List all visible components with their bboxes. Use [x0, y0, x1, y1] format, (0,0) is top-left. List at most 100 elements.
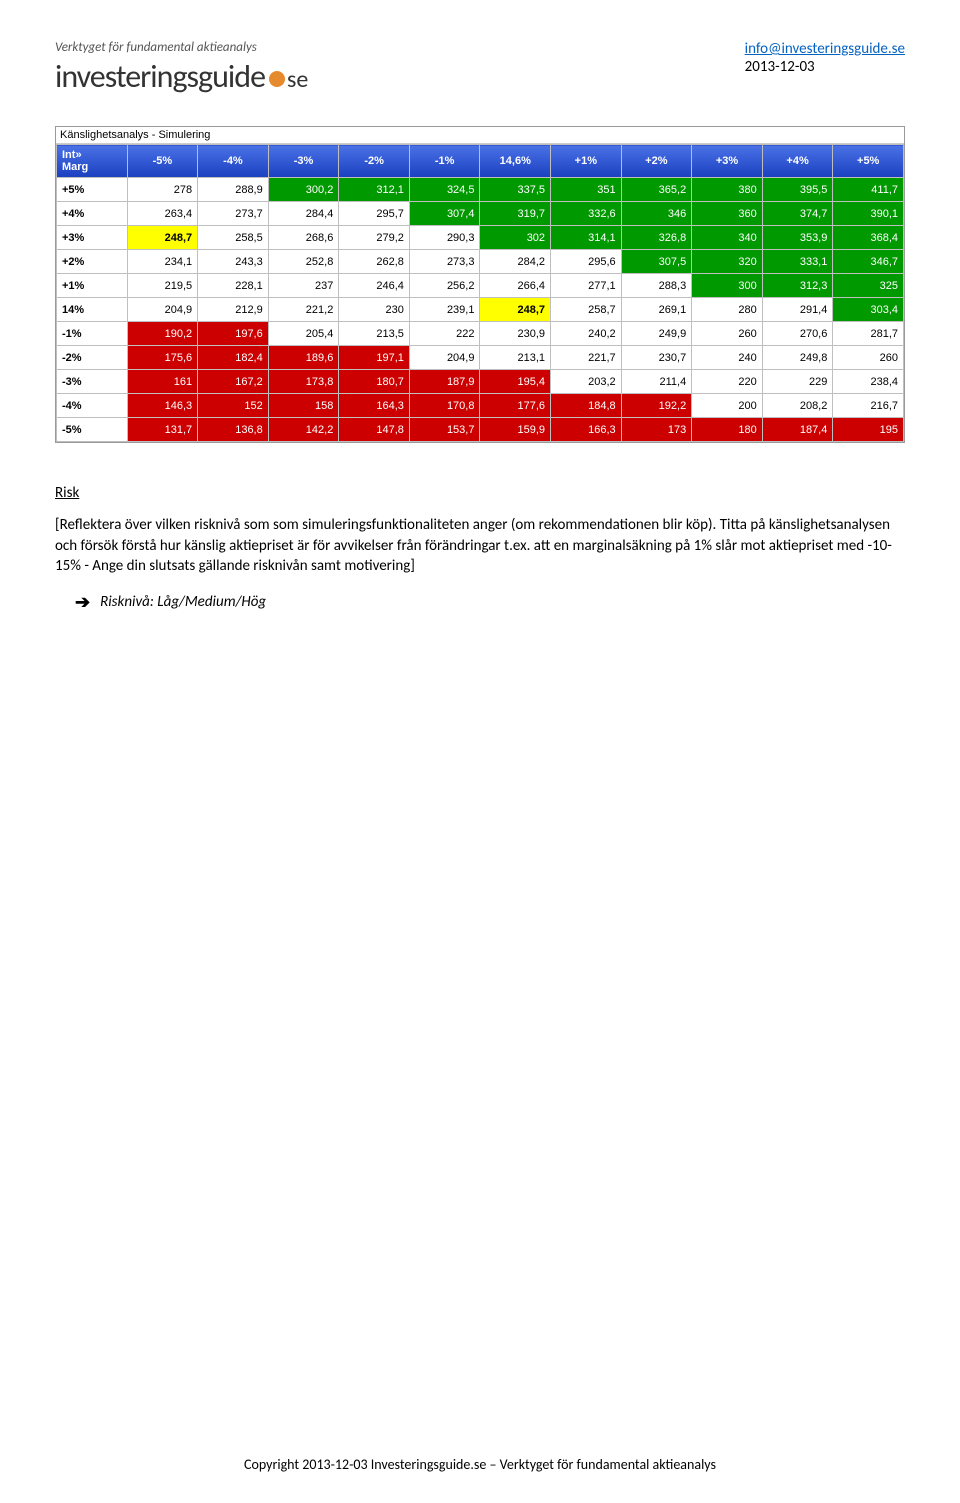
table-row: -3%161167,2173,8180,7187,9195,4203,2211,… — [57, 370, 904, 394]
table-cell: 173 — [621, 418, 692, 442]
table-cell: 300 — [692, 274, 763, 298]
table-cell: 211,4 — [621, 370, 692, 394]
table-cell: 346,7 — [833, 250, 904, 274]
contact-block: info@investeringsguide.se 2013-12-03 — [745, 40, 905, 76]
table-cell: 303,4 — [833, 298, 904, 322]
table-cell: 153,7 — [409, 418, 480, 442]
risk-bullet-text: Risknivå: Låg/Medium/Hög — [100, 592, 266, 612]
table-cell: 180 — [692, 418, 763, 442]
table-cell: 260 — [833, 346, 904, 370]
table-cell: 208,2 — [762, 394, 833, 418]
table-cell: 302 — [480, 226, 551, 250]
table-row-header: +1% — [57, 274, 128, 298]
table-cell: 229 — [762, 370, 833, 394]
table-row: -4%146,3152158164,3170,8177,6184,8192,22… — [57, 394, 904, 418]
table-cell: 248,7 — [127, 226, 198, 250]
table-col-header: +1% — [551, 145, 622, 178]
table-cell: 161 — [127, 370, 198, 394]
table-cell: 221,2 — [268, 298, 339, 322]
table-cell: 353,9 — [762, 226, 833, 250]
table-cell: 263,4 — [127, 202, 198, 226]
table-cell: 368,4 — [833, 226, 904, 250]
table-cell: 380 — [692, 178, 763, 202]
table-cell: 204,9 — [409, 346, 480, 370]
table-row-header: +3% — [57, 226, 128, 250]
table-cell: 332,6 — [551, 202, 622, 226]
table-cell: 324,5 — [409, 178, 480, 202]
table-row-header: -3% — [57, 370, 128, 394]
table-col-header: 14,6% — [480, 145, 551, 178]
contact-email-link[interactable]: info@investeringsguide.se — [745, 40, 905, 58]
table-cell: 279,2 — [339, 226, 410, 250]
table-cell: 249,9 — [621, 322, 692, 346]
table-col-header: +4% — [762, 145, 833, 178]
table-cell: 197,1 — [339, 346, 410, 370]
table-cell: 346 — [621, 202, 692, 226]
table-cell: 240,2 — [551, 322, 622, 346]
table-cell: 243,3 — [198, 250, 269, 274]
page-footer: Copyright 2013-12-03 Investeringsguide.s… — [0, 1456, 960, 1473]
table-cell: 390,1 — [833, 202, 904, 226]
table-cell: 266,4 — [480, 274, 551, 298]
page-header: Verktyget för fundamental aktieanalys in… — [55, 40, 905, 96]
table-cell: 189,6 — [268, 346, 339, 370]
table-cell: 187,4 — [762, 418, 833, 442]
table-row: +5%278288,9300,2312,1324,5337,5351365,23… — [57, 178, 904, 202]
table-cell: 167,2 — [198, 370, 269, 394]
table-cell: 213,5 — [339, 322, 410, 346]
table-cell: 280 — [692, 298, 763, 322]
logo-text: investeringsguide — [55, 57, 265, 96]
table-cell: 360 — [692, 202, 763, 226]
table-cell: 187,9 — [409, 370, 480, 394]
table-cell: 184,8 — [551, 394, 622, 418]
table-cell: 177,6 — [480, 394, 551, 418]
table-cell: 365,2 — [621, 178, 692, 202]
table-cell: 203,2 — [551, 370, 622, 394]
table-cell: 246,4 — [339, 274, 410, 298]
table-cell: 252,8 — [268, 250, 339, 274]
table-cell: 277,1 — [551, 274, 622, 298]
table-cell: 326,8 — [621, 226, 692, 250]
sensitivity-table-wrapper: Känslighetsanalys - Simulering Int» Marg… — [55, 126, 905, 443]
table-cell: 260 — [692, 322, 763, 346]
table-cell: 197,6 — [198, 322, 269, 346]
table-col-header: -1% — [409, 145, 480, 178]
table-cell: 256,2 — [409, 274, 480, 298]
table-row-header: 14% — [57, 298, 128, 322]
table-cell: 175,6 — [127, 346, 198, 370]
table-cell: 204,9 — [127, 298, 198, 322]
table-cell: 291,4 — [762, 298, 833, 322]
table-cell: 213,1 — [480, 346, 551, 370]
table-cell: 278 — [127, 178, 198, 202]
table-cell: 273,7 — [198, 202, 269, 226]
table-col-header: -5% — [127, 145, 198, 178]
table-col-header: +5% — [833, 145, 904, 178]
table-row: -1%190,2197,6205,4213,5222230,9240,2249,… — [57, 322, 904, 346]
table-col-header: +3% — [692, 145, 763, 178]
table-cell: 228,1 — [198, 274, 269, 298]
arrow-icon: ➔ — [75, 590, 90, 614]
logo-tagline: Verktyget för fundamental aktieanalys — [55, 40, 308, 55]
table-cell: 230,7 — [621, 346, 692, 370]
table-cell: 340 — [692, 226, 763, 250]
table-cell: 230 — [339, 298, 410, 322]
table-cell: 146,3 — [127, 394, 198, 418]
table-row: -5%131,7136,8142,2147,8153,7159,9166,317… — [57, 418, 904, 442]
table-cell: 319,7 — [480, 202, 551, 226]
table-row-header: -4% — [57, 394, 128, 418]
table-cell: 300,2 — [268, 178, 339, 202]
table-cell: 333,1 — [762, 250, 833, 274]
table-col-header: -3% — [268, 145, 339, 178]
table-row: 14%204,9212,9221,2230239,1248,7258,7269,… — [57, 298, 904, 322]
body-text-section: Risk [Reflektera över vilken risknivå so… — [55, 483, 905, 614]
table-cell: 268,6 — [268, 226, 339, 250]
table-cell: 219,5 — [127, 274, 198, 298]
table-cell: 164,3 — [339, 394, 410, 418]
table-cell: 312,1 — [339, 178, 410, 202]
table-cell: 131,7 — [127, 418, 198, 442]
table-cell: 411,7 — [833, 178, 904, 202]
table-row-header: -2% — [57, 346, 128, 370]
table-cell: 136,8 — [198, 418, 269, 442]
table-cell: 307,5 — [621, 250, 692, 274]
table-row: +2%234,1243,3252,8262,8273,3284,2295,630… — [57, 250, 904, 274]
